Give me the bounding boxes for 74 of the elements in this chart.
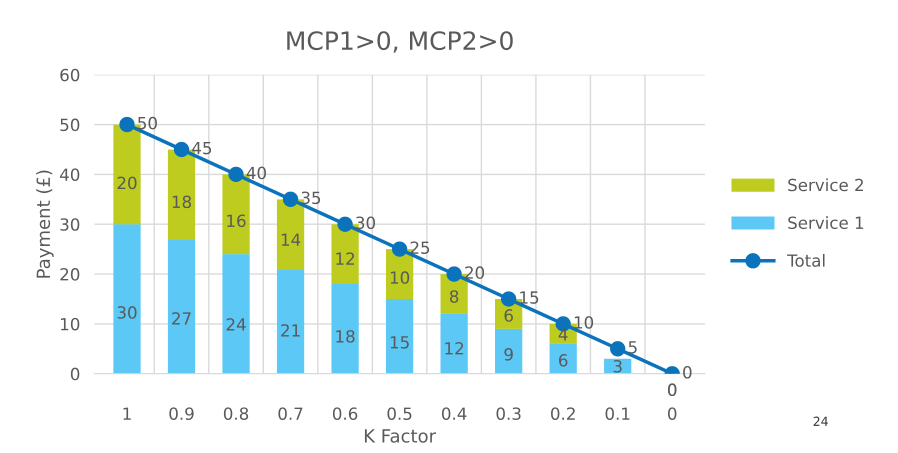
bar	[550, 344, 577, 374]
data-label: 20	[465, 266, 484, 279]
data-label: 18	[172, 196, 191, 208]
y-tick-label: 20	[60, 268, 80, 281]
point	[282, 192, 298, 207]
point	[501, 291, 516, 307]
point	[392, 242, 408, 257]
data-label: 4	[558, 328, 568, 340]
data-label: 15	[520, 291, 538, 304]
data-label: 8	[450, 290, 458, 303]
data-label: 50	[138, 116, 157, 130]
y-axis-title: Payment (£)	[36, 170, 54, 278]
x-tick-label: 0.1	[606, 407, 630, 420]
data-label: 3	[614, 360, 622, 373]
data-label: 35	[302, 192, 320, 204]
data-label: 16	[227, 214, 246, 228]
data-label: 10	[390, 271, 410, 284]
data-label: 20	[118, 176, 136, 190]
text: 24	[814, 416, 828, 426]
bar	[331, 284, 359, 374]
x-tick-label: 0	[668, 407, 676, 420]
bar	[222, 254, 250, 374]
bar	[113, 224, 141, 374]
x-tick-label: 0.5	[387, 407, 412, 420]
x-axis-title: K Factor	[364, 429, 436, 443]
legend-label: Service 2	[788, 178, 863, 192]
x-tick-label: 0.9	[169, 407, 194, 420]
bar	[168, 239, 196, 374]
data-label: 10	[574, 316, 594, 329]
legend-label: Service 1	[788, 216, 864, 230]
data-label: 14	[282, 234, 300, 246]
point	[337, 216, 353, 232]
data-label: 24	[226, 318, 246, 330]
point	[174, 142, 190, 158]
data-label: 25	[410, 241, 430, 254]
x-tick-label: 1	[124, 408, 131, 420]
point	[610, 341, 626, 356]
y-tick-label: 60	[60, 68, 80, 82]
data-label: 15	[390, 336, 409, 349]
y-tick-label: 10	[61, 318, 80, 330]
data-label: 9	[504, 348, 513, 361]
bar	[386, 298, 414, 374]
data-label: 12	[336, 252, 354, 265]
bar	[440, 314, 468, 374]
data-label: 30	[356, 216, 376, 230]
y-tick-label: 50	[60, 118, 80, 132]
data-label: 30	[118, 306, 136, 319]
data-label: 18	[336, 330, 355, 343]
y-tick-label: 30	[60, 218, 80, 231]
y-tick-label: 0	[70, 368, 80, 380]
data-label: 40	[246, 166, 266, 180]
data-label: 12	[445, 342, 464, 354]
data-label: 27	[172, 312, 191, 325]
x-tick-label: 0.2	[551, 407, 575, 420]
x-tick-label: 0.4	[442, 407, 466, 420]
y-tick-label: 40	[60, 168, 80, 181]
data-label: 0	[683, 366, 692, 379]
x-tick-label: 0.8	[224, 407, 248, 420]
x-tick-label: 0.7	[278, 407, 302, 420]
point	[228, 166, 244, 182]
chart-title: MCP1>0, MCP2>0	[287, 31, 513, 53]
point	[446, 266, 462, 282]
data-label: 6	[559, 354, 568, 367]
data-label: 6	[504, 309, 513, 322]
legend-label: Total	[787, 254, 825, 267]
bar	[276, 269, 304, 374]
x-tick-label: 0.6	[332, 407, 358, 420]
data-label: 21	[281, 324, 300, 336]
data-label: 5	[628, 341, 637, 354]
point	[119, 116, 135, 132]
x-tick-label: 0.3	[496, 407, 521, 420]
bar	[495, 328, 522, 374]
data-label: 45	[192, 142, 212, 154]
data-label: 0	[668, 383, 676, 396]
